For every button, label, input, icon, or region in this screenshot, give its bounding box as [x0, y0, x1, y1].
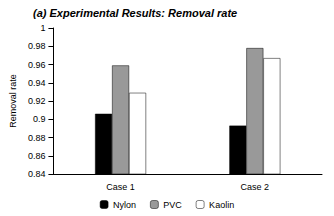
svg-text:Case 1: Case 1 — [106, 182, 135, 192]
svg-text:Case 2: Case 2 — [241, 182, 270, 192]
svg-text:Nylon: Nylon — [113, 200, 136, 210]
svg-text:1: 1 — [40, 23, 45, 33]
svg-text:0.96: 0.96 — [28, 60, 46, 70]
svg-text:0.88: 0.88 — [28, 133, 46, 143]
svg-text:0.94: 0.94 — [28, 78, 46, 88]
svg-text:0.92: 0.92 — [28, 96, 46, 106]
svg-text:Kaolin: Kaolin — [209, 200, 234, 210]
svg-text:0.98: 0.98 — [28, 41, 46, 51]
svg-text:0.9: 0.9 — [33, 114, 46, 124]
svg-text:PVC: PVC — [163, 200, 182, 210]
svg-text:0.84: 0.84 — [28, 169, 46, 179]
svg-text:Removal rate: Removal rate — [8, 74, 18, 128]
svg-text:0.86: 0.86 — [28, 151, 46, 161]
svg-text:(a) Experimental Results: Remo: (a) Experimental Results: Removal rate — [33, 7, 237, 19]
